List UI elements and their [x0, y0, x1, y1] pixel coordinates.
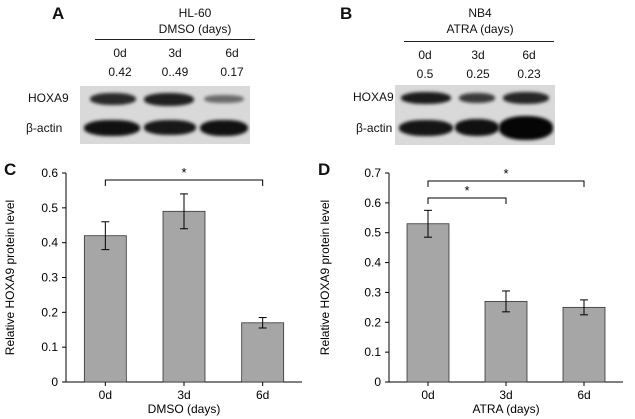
significance-star: *	[503, 166, 508, 181]
panel-d-letter: D	[318, 160, 331, 179]
blot-band	[499, 116, 553, 140]
panel-b-lane-1: 3d	[471, 48, 485, 62]
panel-b-quant-2: 0.23	[517, 67, 541, 81]
y-tick-label: 0.1	[41, 340, 58, 354]
panel-b-hoxa9-blot	[395, 85, 555, 113]
panel-b-actin-blot	[395, 113, 555, 145]
panel-a-quant-0: 0.42	[108, 65, 132, 79]
panel-c-letter: C	[4, 160, 17, 179]
blot-band	[204, 95, 244, 103]
blot-band	[144, 93, 194, 106]
significance-star: *	[464, 183, 469, 198]
bar	[406, 223, 450, 383]
x-tick-label: 6d	[577, 388, 590, 402]
panel-b-lane-0: 0d	[418, 48, 432, 62]
y-tick-label: 0.4	[364, 256, 381, 270]
x-axis-label: ATRA (days)	[472, 402, 539, 416]
bar	[241, 322, 285, 383]
blot-band	[90, 93, 136, 105]
y-tick-label: 0.5	[41, 201, 58, 215]
bar	[83, 235, 127, 383]
panel-a-quant-2: 0.17	[220, 65, 244, 79]
x-tick-label: 0d	[421, 388, 434, 402]
panel-b-quant-0: 0.5	[416, 67, 434, 81]
panel-a-lane-1: 3d	[168, 46, 182, 60]
panel-b-actin-label: β-actin	[356, 121, 393, 135]
y-tick-label: 0.5	[364, 226, 381, 240]
panel-b-header-line	[404, 41, 554, 42]
panel-a-hoxa9-blot	[80, 86, 250, 114]
panel-b-lane-2: 6d	[522, 48, 536, 62]
panel-b-hoxa9-label: HOXA9	[353, 90, 394, 104]
y-tick-label: 0.2	[41, 305, 58, 319]
y-tick-label: 0.1	[364, 345, 381, 359]
y-tick-label: 0	[51, 375, 58, 389]
blot-band	[401, 92, 451, 104]
panel-b-letter: B	[340, 4, 353, 23]
blot-band	[399, 120, 453, 136]
bar	[562, 306, 606, 383]
x-tick-label: 6d	[256, 388, 269, 402]
significance-bracket	[427, 180, 585, 187]
panel-b-quant-1: 0.25	[466, 67, 490, 81]
panel-a-actin-blot	[80, 114, 250, 144]
panel-a-header-line	[95, 39, 255, 40]
panel-a-actin-label: β-actin	[26, 121, 63, 135]
blot-band	[455, 119, 499, 136]
panel-a-treatment: DMSO (days)	[158, 22, 232, 36]
panel-a-cell-line: HL-60	[178, 6, 212, 20]
x-tick-label: 3d	[499, 388, 512, 402]
y-tick-label: 0.7	[364, 166, 381, 180]
significance-star: *	[181, 165, 186, 180]
y-tick-label: 0.6	[41, 166, 58, 180]
x-tick-label: 3d	[177, 388, 190, 402]
y-tick-label: 0.3	[364, 285, 381, 299]
y-tick-label: 0.4	[41, 236, 58, 250]
panel-b-treatment: ATRA (days)	[446, 22, 514, 36]
panel-a-letter: A	[52, 4, 65, 23]
bar	[484, 300, 528, 383]
significance-bracket	[104, 179, 264, 186]
x-axis-label: DMSO (days)	[148, 402, 221, 416]
chart-c: 0 0.1 0.2 0.3 0.4 0.5 0.6 0d 3d 6d * DMSO (days) Rel…	[3, 165, 302, 416]
blot-band	[459, 93, 495, 103]
chart-d: 0 0.1 0.2 0.3 0.4 0.5 0.6 0.7 0d 3d 6d * * ATRA (days…	[318, 166, 623, 416]
panel-a-quant-1: 0..49	[161, 65, 189, 79]
y-tick-label: 0.2	[364, 315, 381, 329]
blot-band	[144, 120, 196, 135]
blot-band	[200, 120, 248, 136]
y-tick-label: 0.6	[364, 196, 381, 210]
significance-bracket	[427, 197, 507, 204]
y-axis-label: Relative HOXA9 protein level	[318, 200, 332, 355]
panel-b-cell-line: NB4	[468, 6, 492, 20]
panel-a-lane-0: 0d	[113, 46, 127, 60]
x-tick-label: 0d	[99, 388, 112, 402]
blot-band	[503, 92, 549, 104]
y-tick-label: 0	[374, 375, 381, 389]
blot-band	[84, 120, 140, 136]
bar	[162, 210, 206, 383]
panel-a-lane-2: 6d	[225, 46, 239, 60]
y-tick-label: 0.3	[41, 271, 58, 285]
y-axis-label: Relative HOXA9 protein level	[3, 200, 17, 355]
panel-a-hoxa9-label: HOXA9	[28, 91, 69, 105]
